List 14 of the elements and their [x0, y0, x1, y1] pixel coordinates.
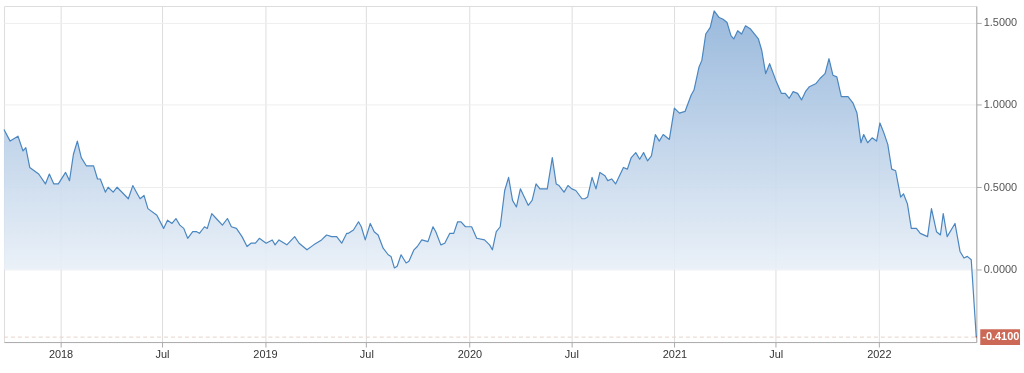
- x-tick-label: Jul: [359, 348, 374, 361]
- x-tick-label: Jul: [564, 348, 579, 361]
- x-tick-label: 2021: [662, 348, 688, 361]
- y-tick-label: 1.5000: [983, 15, 1018, 28]
- y-tick-label: 0.0000: [983, 263, 1018, 276]
- x-tick-label: Jul: [155, 348, 170, 361]
- ref-line-label: -0.4100: [982, 330, 1020, 343]
- x-tick-label: 2018: [48, 348, 74, 361]
- x-tick-label: Jul: [769, 348, 784, 361]
- x-tick-label: 2019: [253, 348, 278, 361]
- y-tick-label: 0.5000: [983, 180, 1018, 193]
- x-tick-label: 2020: [457, 348, 483, 361]
- x-tick-label: 2022: [867, 348, 892, 361]
- y-tick-label: 1.0000: [983, 98, 1018, 111]
